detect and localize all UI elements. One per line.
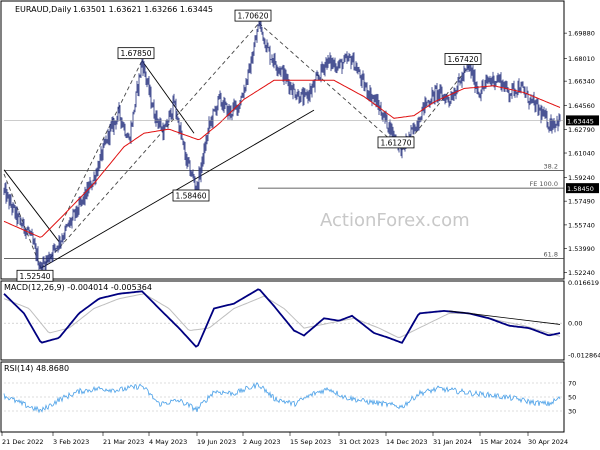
rsi-y-tick-label: 50 (568, 394, 576, 402)
x-tick-label: 31 Jan 2024 (433, 438, 472, 446)
dashed-upper-channel-line (40, 22, 260, 269)
price-label: 1.61270 (380, 138, 411, 147)
price-y-tick-label: 1.66340 (568, 78, 595, 86)
price-y-tick-label: 1.53990 (568, 245, 595, 253)
price-y-tick-label: 1.59240 (568, 174, 595, 182)
x-tick-label: 30 Apr 2024 (528, 438, 568, 446)
x-tick-label: 21 Dec 2022 (2, 438, 44, 446)
fib-price-label: 1.58450 (567, 185, 594, 193)
current-price-label: 1.63445 (567, 117, 594, 125)
price-label-box (172, 189, 210, 202)
price-y-tick-label: 1.55740 (568, 221, 595, 229)
chart-header-symbol: EURAUD,Daily (15, 5, 72, 14)
macd-trendline (448, 310, 561, 325)
dashed-rising-channel-line (401, 66, 470, 151)
channel-line (3, 169, 60, 242)
x-tick-label: 21 Mar 2023 (103, 438, 144, 446)
rsi-panel-frame (0, 361, 565, 433)
x-tick-label: 31 Oct 2023 (339, 438, 379, 446)
x-tick-label: 15 Sep 2023 (290, 438, 331, 446)
fib-price-tag (566, 183, 599, 194)
price-label-box (117, 47, 155, 60)
watermark: ActionForex.com (320, 210, 470, 231)
price-y-tick-label: 1.62790 (568, 126, 595, 134)
x-tick-label: 2 Aug 2023 (243, 438, 281, 446)
price-label: 1.67850 (120, 49, 151, 58)
fib-level-label: 38.2 (544, 163, 558, 171)
x-tick-label: 4 May 2023 (149, 438, 187, 446)
price-label: 1.70620 (237, 12, 268, 21)
rising-trendline (40, 109, 315, 269)
price-panel-frame (0, 0, 565, 280)
rsi-y-tick-label: 70 (568, 380, 576, 388)
current-price-tag (566, 115, 599, 126)
price-y-tick-label: 1.68010 (568, 55, 595, 63)
price-label-box (16, 269, 54, 282)
dashed-channel-line (3, 173, 42, 269)
fib-level-label: FE 100.0 (529, 180, 558, 188)
price-label-box (444, 53, 482, 65)
dashed-channel-line (58, 60, 143, 229)
price-y-tick-label: 1.57490 (568, 198, 595, 206)
channel-line (141, 60, 195, 134)
price-label-box (377, 136, 415, 149)
x-tick-label: 14 Dec 2023 (386, 438, 428, 446)
price-y-tick-label: 1.64560 (568, 102, 595, 110)
rsi-title: RSI(14) 48.8680 (4, 364, 69, 373)
price-label: 1.52540 (19, 272, 50, 281)
fib-level-label: 61.8 (544, 251, 558, 259)
chart-header-ohlc: 1.63501 1.63621 1.63266 1.63445 (73, 5, 213, 14)
macd-panel-frame (0, 280, 565, 361)
macd-title: MACD(12,26,9) -0.004014 -0.005364 (4, 283, 152, 292)
macd-y-tick-label: -0.012864 (568, 351, 600, 359)
macd-y-tick-label: 0.016619 (568, 279, 599, 287)
x-tick-label: 19 Jun 2023 (197, 438, 236, 446)
macd-y-tick-label: 0.00 (568, 320, 582, 328)
rsi-line (3, 382, 561, 414)
price-label: 1.67420 (447, 55, 478, 64)
x-tick-label: 3 Feb 2023 (53, 438, 89, 446)
price-label: 1.58460 (175, 192, 206, 201)
sma-line (3, 79, 561, 238)
price-y-tick-label: 1.52240 (568, 269, 595, 277)
price-y-tick-label: 1.61040 (568, 150, 595, 158)
dashed-falling-channel-line (258, 22, 403, 151)
price-y-tick-label: 1.69880 (568, 30, 595, 38)
rsi-y-tick-label: 30 (568, 408, 576, 416)
x-tick-label: 15 Mar 2024 (480, 438, 521, 446)
price-label-box (234, 9, 272, 22)
